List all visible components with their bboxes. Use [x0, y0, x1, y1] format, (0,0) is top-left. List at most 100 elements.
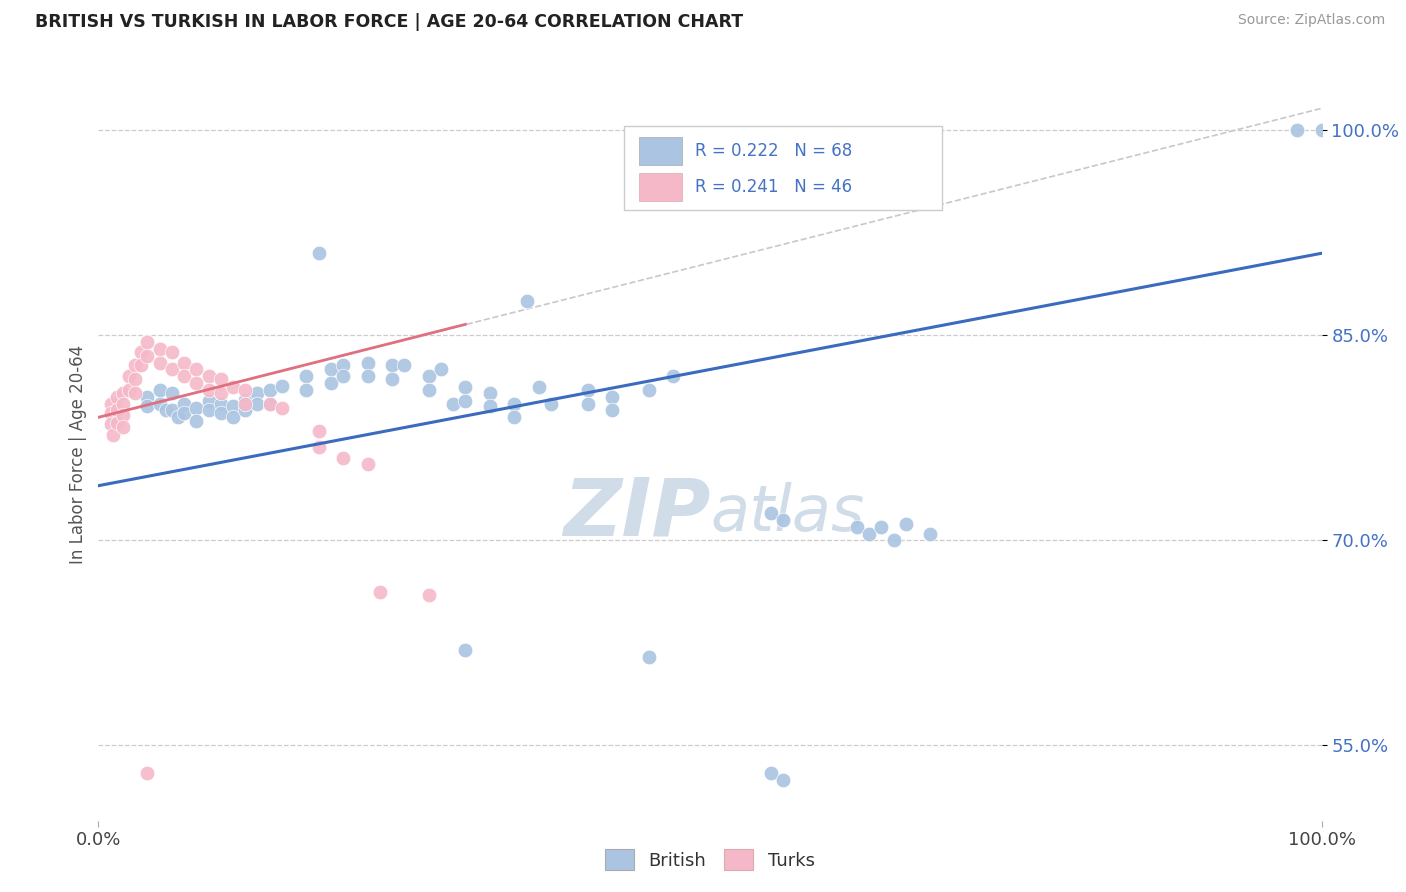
Point — [1286, 123, 1309, 137]
Point — [356, 457, 378, 471]
Point — [332, 359, 354, 373]
Point — [173, 406, 195, 420]
Point — [637, 649, 661, 664]
Point — [136, 349, 159, 363]
Point — [858, 526, 880, 541]
Point — [246, 385, 269, 400]
Point — [515, 294, 537, 309]
Point — [259, 397, 281, 411]
Point — [105, 403, 128, 417]
Point — [246, 397, 269, 411]
Point — [503, 397, 526, 411]
Point — [167, 410, 190, 425]
Y-axis label: In Labor Force | Age 20-64: In Labor Force | Age 20-64 — [69, 345, 87, 565]
Point — [222, 380, 245, 394]
Legend: British, Turks: British, Turks — [598, 842, 823, 878]
Point — [478, 385, 501, 400]
Point — [105, 416, 128, 430]
Point — [332, 451, 354, 466]
Point — [111, 420, 134, 434]
Point — [186, 414, 208, 428]
Point — [160, 344, 183, 359]
Point — [149, 342, 172, 356]
Point — [136, 400, 159, 414]
Point — [308, 441, 330, 455]
Point — [209, 397, 232, 411]
Point — [576, 383, 599, 397]
Point — [222, 400, 245, 414]
Point — [761, 506, 783, 520]
Point — [129, 344, 152, 359]
Point — [136, 390, 159, 404]
Point — [356, 369, 378, 384]
Point — [259, 383, 281, 397]
Point — [761, 765, 783, 780]
Point — [111, 385, 134, 400]
Point — [600, 390, 623, 404]
Point — [295, 369, 318, 384]
Point — [124, 372, 146, 386]
Point — [233, 403, 256, 417]
Point — [222, 410, 245, 425]
Point — [576, 397, 599, 411]
Text: R = 0.222   N = 68: R = 0.222 N = 68 — [696, 142, 852, 160]
Point — [454, 642, 477, 657]
Point — [105, 390, 128, 404]
Point — [209, 406, 232, 420]
Point — [233, 392, 256, 407]
Point — [527, 380, 550, 394]
Point — [319, 376, 342, 391]
Text: ZIP: ZIP — [562, 475, 710, 552]
Point — [124, 359, 146, 373]
Point — [173, 397, 195, 411]
Point — [392, 359, 416, 373]
Point — [149, 356, 172, 370]
Point — [118, 383, 141, 397]
Point — [197, 383, 219, 397]
Point — [111, 408, 134, 422]
Point — [368, 585, 391, 599]
Point — [160, 385, 183, 400]
Bar — [640, 173, 682, 201]
Point — [772, 513, 794, 527]
Point — [160, 362, 183, 376]
Point — [100, 406, 122, 420]
Point — [100, 397, 122, 411]
Point — [209, 385, 232, 400]
Point — [129, 359, 152, 373]
Point — [662, 369, 685, 384]
Point — [772, 772, 794, 787]
Point — [920, 526, 942, 541]
Point — [870, 519, 893, 533]
Point — [270, 379, 294, 393]
Point — [308, 424, 330, 438]
Point — [441, 397, 464, 411]
Point — [894, 516, 917, 531]
Point — [233, 383, 256, 397]
Point — [637, 383, 661, 397]
Point — [295, 383, 318, 397]
Text: R = 0.241   N = 46: R = 0.241 N = 46 — [696, 178, 852, 196]
FancyBboxPatch shape — [624, 126, 942, 210]
Point — [186, 401, 208, 415]
Point — [845, 519, 868, 533]
Point — [160, 403, 183, 417]
Point — [259, 397, 281, 411]
Point — [418, 588, 440, 602]
Point — [319, 362, 342, 376]
Point — [600, 403, 623, 417]
Point — [197, 403, 219, 417]
Point — [418, 369, 440, 384]
Point — [540, 397, 562, 411]
Point — [197, 369, 219, 384]
Point — [136, 765, 159, 780]
Point — [308, 246, 330, 260]
Point — [209, 372, 232, 386]
Point — [100, 417, 122, 432]
Point — [124, 385, 146, 400]
Point — [155, 403, 177, 417]
Point — [381, 372, 404, 386]
Text: atlas: atlas — [710, 483, 865, 544]
Point — [149, 383, 172, 397]
Point — [233, 397, 256, 411]
